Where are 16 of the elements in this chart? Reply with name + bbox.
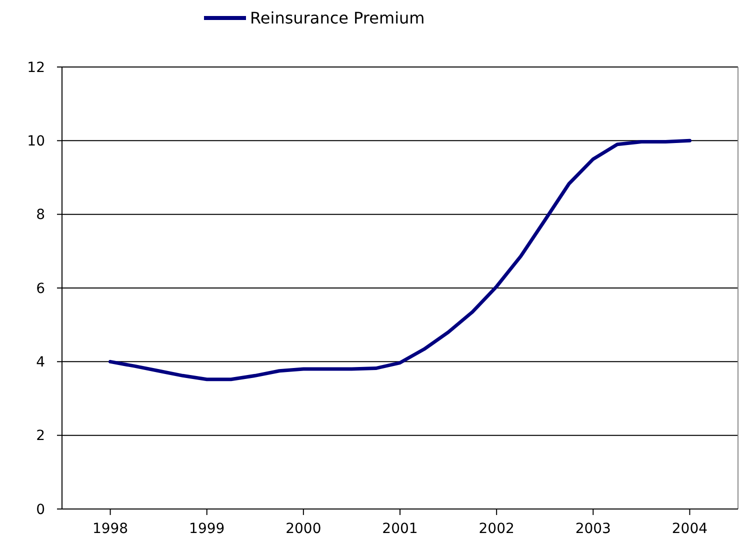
x-tick-label: 2004 <box>672 521 708 537</box>
legend-label: Reinsurance Premium <box>250 8 425 28</box>
y-tick-label: 4 <box>36 354 46 371</box>
x-tick-label: 1999 <box>189 521 225 537</box>
y-tick-label: 6 <box>36 280 46 297</box>
x-tick-label: 2002 <box>478 521 514 537</box>
x-tick-label: 2001 <box>382 521 418 537</box>
y-tick-label: 8 <box>36 207 45 224</box>
x-tick-label: 2000 <box>286 521 322 537</box>
x-tick-label: 2003 <box>575 521 611 537</box>
x-tick-label: 1998 <box>92 521 128 537</box>
line-series <box>108 138 692 382</box>
y-tick-label: 0 <box>36 502 45 518</box>
y-tick-label: 12 <box>27 60 45 76</box>
y-tick-label: 10 <box>27 134 45 150</box>
y-tick-label: 2 <box>36 428 45 444</box>
